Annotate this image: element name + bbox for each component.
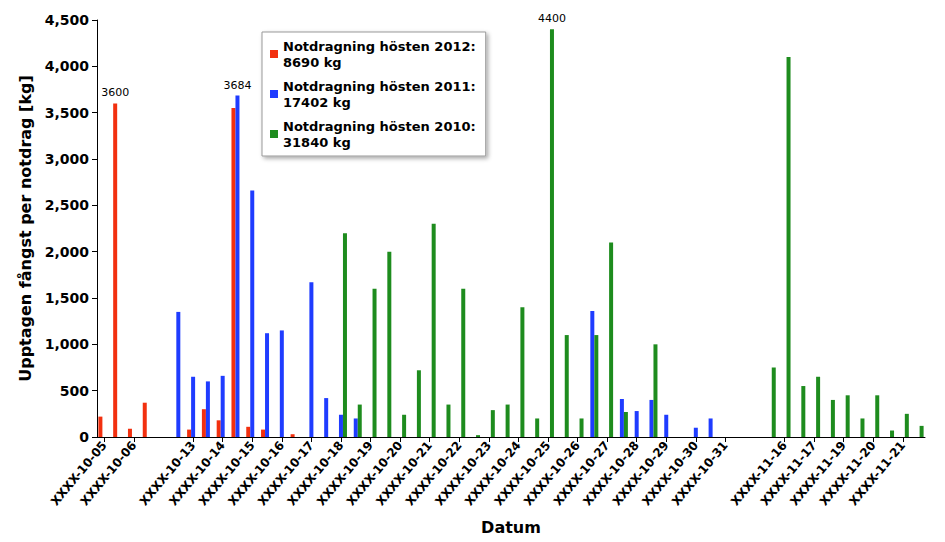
svg-text:XXXX-11-21: XXXX-11-21 bbox=[846, 438, 908, 508]
svg-text:3,000: 3,000 bbox=[45, 151, 90, 167]
svg-text:31840 kg: 31840 kg bbox=[283, 135, 351, 150]
svg-text:XXXX-10-28: XXXX-10-28 bbox=[580, 438, 642, 509]
svg-text:1,500: 1,500 bbox=[45, 290, 90, 306]
svg-text:1,000: 1,000 bbox=[45, 336, 90, 352]
svg-text:XXXX-10-24: XXXX-10-24 bbox=[462, 438, 524, 509]
svg-text:XXXX-10-15: XXXX-10-15 bbox=[195, 438, 258, 509]
svg-text:17402 kg: 17402 kg bbox=[283, 95, 351, 110]
svg-text:XXXX-10-23: XXXX-10-23 bbox=[432, 438, 495, 509]
svg-text:XXXX-10-05: XXXX-10-05 bbox=[48, 438, 110, 509]
svg-text:3,500: 3,500 bbox=[45, 105, 90, 121]
svg-text:Upptagen fångst per notdrag [k: Upptagen fångst per notdrag [kg] bbox=[16, 75, 35, 382]
svg-text:2,500: 2,500 bbox=[45, 197, 90, 213]
svg-text:XXXX-10-31: XXXX-10-31 bbox=[669, 438, 731, 508]
svg-text:3684: 3684 bbox=[223, 79, 251, 92]
svg-text:Notdragning hösten 2012:: Notdragning hösten 2012: bbox=[283, 39, 476, 54]
svg-text:4,000: 4,000 bbox=[45, 58, 90, 74]
svg-text:0: 0 bbox=[79, 429, 89, 445]
svg-text:XXXX-10-29: XXXX-10-29 bbox=[609, 438, 672, 509]
svg-text:XXXX-10-18: XXXX-10-18 bbox=[284, 438, 347, 509]
svg-text:3600: 3600 bbox=[101, 86, 129, 99]
svg-text:XXXX-10-19: XXXX-10-19 bbox=[314, 438, 376, 509]
svg-text:2,000: 2,000 bbox=[45, 244, 90, 260]
svg-text:XXXX-10-25: XXXX-10-25 bbox=[491, 438, 554, 509]
svg-text:XXXX-11-20: XXXX-11-20 bbox=[816, 438, 879, 509]
svg-text:4,500: 4,500 bbox=[45, 12, 90, 28]
svg-text:XXXX-10-13: XXXX-10-13 bbox=[136, 438, 199, 509]
svg-text:XXXX-10-22: XXXX-10-22 bbox=[402, 438, 465, 509]
svg-text:XXXX-11-19: XXXX-11-19 bbox=[787, 438, 849, 509]
svg-text:XXXX-10-06: XXXX-10-06 bbox=[78, 438, 140, 508]
svg-text:Datum: Datum bbox=[481, 518, 541, 537]
svg-text:XXXX-10-14: XXXX-10-14 bbox=[166, 438, 228, 509]
svg-text:500: 500 bbox=[60, 383, 89, 399]
svg-text:XXXX-11-17: XXXX-11-17 bbox=[757, 438, 820, 509]
svg-text:Notdragning hösten 2010:: Notdragning hösten 2010: bbox=[283, 119, 476, 134]
svg-text:XXXX-10-30: XXXX-10-30 bbox=[639, 438, 702, 509]
svg-text:XXXX-10-17: XXXX-10-17 bbox=[255, 438, 317, 509]
svg-text:XXXX-10-27: XXXX-10-27 bbox=[550, 438, 613, 509]
svg-text:Notdragning hösten 2011:: Notdragning hösten 2011: bbox=[283, 79, 476, 94]
svg-text:XXXX-10-20: XXXX-10-20 bbox=[343, 438, 406, 509]
svg-text:XXXX-10-21: XXXX-10-21 bbox=[373, 438, 435, 509]
svg-text:XXXX-11-16: XXXX-11-16 bbox=[728, 438, 790, 509]
svg-text:XXXX-10-26: XXXX-10-26 bbox=[521, 438, 583, 509]
svg-text:4400: 4400 bbox=[538, 12, 566, 25]
svg-text:8690 kg: 8690 kg bbox=[283, 55, 342, 70]
svg-text:XXXX-10-16: XXXX-10-16 bbox=[225, 438, 288, 509]
